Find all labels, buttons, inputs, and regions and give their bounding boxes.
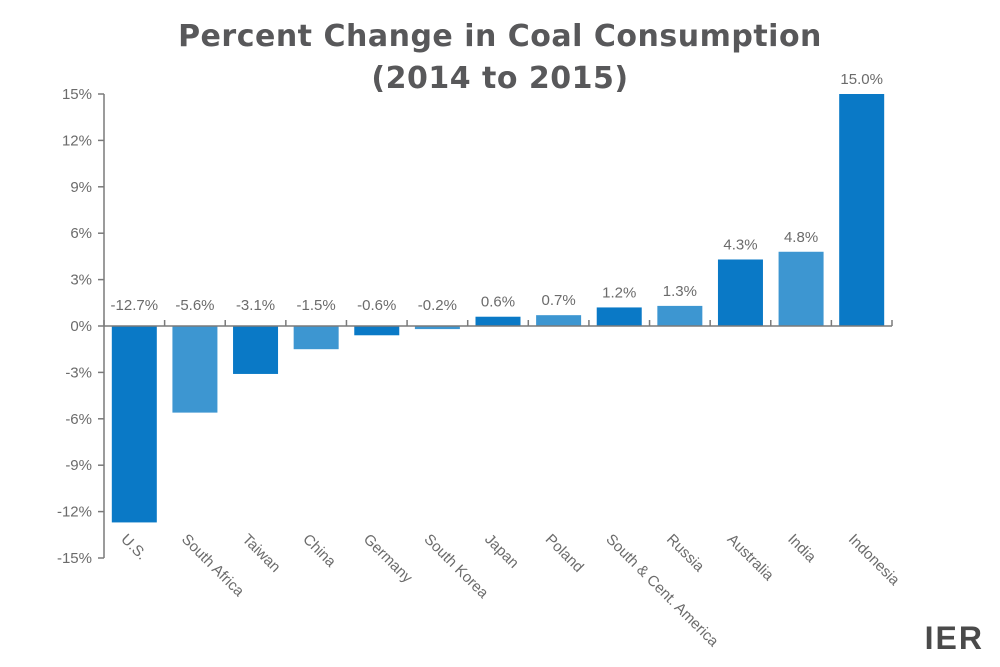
value-label: -0.6% <box>357 297 396 314</box>
y-tick-label: 0% <box>70 318 92 335</box>
value-label: -3.1% <box>236 297 275 314</box>
x-tick-label: India <box>784 531 819 566</box>
value-label: 1.3% <box>663 283 697 300</box>
y-tick-label: -15% <box>57 550 92 567</box>
bar <box>657 305 703 326</box>
value-label: 4.8% <box>784 229 818 246</box>
x-tick-label: South Africa <box>178 531 248 601</box>
x-tick-label: U.S. <box>117 531 150 564</box>
value-label: 0.7% <box>542 292 576 309</box>
chart-title-line-2: (2014 to 2015) <box>371 61 629 96</box>
y-tick-label: -12% <box>57 504 92 521</box>
bar <box>778 251 824 326</box>
chart-title-line-1: Percent Change in Coal Consumption <box>178 19 822 54</box>
x-tick-label: South & Cent. America <box>602 531 722 651</box>
bar <box>414 326 460 330</box>
bars <box>111 94 885 523</box>
x-tick-label: Japan <box>481 531 522 572</box>
bar <box>293 326 339 350</box>
x-axis <box>103 320 893 327</box>
bar <box>596 307 642 326</box>
y-tick-label: -6% <box>65 411 92 428</box>
y-tick-label: 3% <box>70 272 92 289</box>
bar <box>111 326 157 523</box>
x-tick-label: Taiwan <box>239 531 284 576</box>
chart-title: Percent Change in Coal Consumption (2014… <box>0 16 1000 100</box>
bar <box>717 259 763 326</box>
x-tick-label: Indonesia <box>845 531 903 589</box>
y-tick-label: 9% <box>70 179 92 196</box>
value-label: 15.0% <box>840 71 883 88</box>
value-label: 1.2% <box>602 284 636 301</box>
bar <box>354 326 400 336</box>
bar <box>536 315 582 326</box>
x-tick-label: Australia <box>724 531 778 585</box>
value-labels: -12.7% -5.6% -3.1% -1.5% -0.6% -0.2% 0.6% 0.7% 1… <box>111 71 883 314</box>
value-label: 0.6% <box>481 294 515 311</box>
x-tick-label: Russia <box>663 531 708 576</box>
x-tick-label: China <box>299 531 339 571</box>
y-tick-label: 15% <box>62 86 92 103</box>
bar <box>172 326 218 413</box>
y-tick-label: -9% <box>65 457 92 474</box>
ier-logo: IER <box>924 620 984 656</box>
y-tick-label: -3% <box>65 364 92 381</box>
value-label: -12.7% <box>111 297 159 314</box>
y-tick-label: 12% <box>62 132 92 149</box>
y-tick-label: 6% <box>70 225 92 242</box>
value-label: -5.6% <box>175 297 214 314</box>
y-axis: 15% 12% 9% 6% 3% 0% -3% -6% -9% -12% -15% <box>57 86 105 567</box>
bar <box>233 326 279 374</box>
x-tick-label: Germany <box>360 531 416 587</box>
bar <box>839 94 885 326</box>
x-tick-label: Poland <box>542 531 587 576</box>
value-label: 4.3% <box>723 236 757 253</box>
bar <box>475 316 521 326</box>
value-label: -0.2% <box>418 297 457 314</box>
value-label: -1.5% <box>297 297 336 314</box>
